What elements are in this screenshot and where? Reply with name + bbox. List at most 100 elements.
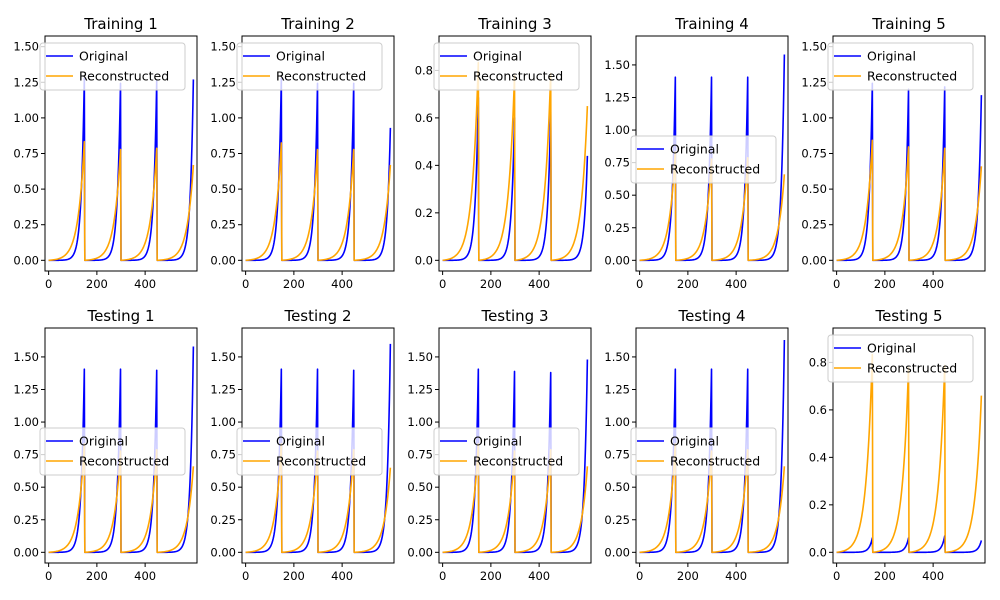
x-tick-label: 200 — [283, 569, 305, 583]
series-line-reconstructed — [639, 442, 786, 554]
y-tick-label: 0.8 — [415, 63, 433, 77]
axes-frame — [438, 35, 592, 272]
legend-label: Original — [670, 434, 719, 449]
legend-box — [39, 427, 186, 476]
subplot-7: 0 200 400 0.00 0.25 0.50 0.75 1.00 1.25 1.50 Testi… — [210, 307, 395, 583]
y-tick-label: 0.25 — [210, 218, 236, 232]
legend: Original Reconstructed — [630, 135, 777, 184]
y-tick-label: 1.50 — [13, 40, 39, 54]
y-tick-label: 0.6 — [809, 403, 827, 417]
series-line-reconstructed — [639, 150, 786, 262]
series-line-reconstructed — [836, 139, 983, 262]
x-tick-label: 200 — [677, 277, 699, 291]
legend-label: Reconstructed — [79, 69, 169, 84]
y-tick-label: 0.00 — [604, 253, 630, 267]
subplot-1: 0 200 400 0.00 0.25 0.50 0.75 1.00 1.25 1.50 Train… — [13, 15, 198, 291]
y-tick-label: 0.4 — [809, 450, 827, 464]
y-tick-label: 0.25 — [604, 513, 630, 527]
legend-box — [39, 42, 186, 91]
x-tick-label: 0 — [439, 569, 446, 583]
y-tick-label: 0.25 — [801, 218, 827, 232]
y-tick-label: 1.00 — [13, 415, 39, 429]
x-tick-label: 200 — [677, 569, 699, 583]
x-tick-label: 200 — [480, 569, 502, 583]
subplot-6: 0 200 400 0.00 0.25 0.50 0.75 1.00 1.25 1.50 Testi… — [13, 307, 198, 583]
y-tick-label: 0.00 — [13, 545, 39, 559]
x-tick-label: 400 — [922, 569, 944, 583]
y-tick-label: 0.4 — [415, 158, 433, 172]
legend: Original Reconstructed — [236, 427, 383, 476]
y-tick-label: 1.00 — [210, 111, 236, 125]
y-tick-label: 0.75 — [210, 147, 236, 161]
subplot-title: Testing 1 — [86, 307, 154, 325]
x-tick-label: 400 — [725, 277, 747, 291]
x-tick-label: 0 — [45, 277, 52, 291]
legend-label: Original — [473, 434, 522, 449]
legend-box — [827, 42, 974, 91]
x-tick-label: 400 — [528, 569, 550, 583]
legend-label: Reconstructed — [276, 69, 366, 84]
legend-box — [630, 427, 777, 476]
y-tick-label: 1.25 — [13, 75, 39, 89]
y-tick-label: 0.50 — [210, 182, 236, 196]
y-tick-label: 0.0 — [809, 545, 827, 559]
y-tick-label: 0.6 — [415, 111, 433, 125]
legend: Original Reconstructed — [827, 334, 974, 383]
x-tick-label: 0 — [636, 569, 643, 583]
subplot-5: 0 200 400 0.00 0.25 0.50 0.75 1.00 1.25 1.50 Train… — [801, 15, 986, 291]
subplot-title: Testing 4 — [677, 307, 745, 325]
y-tick-label: 1.50 — [604, 58, 630, 72]
y-tick-label: 0.75 — [13, 147, 39, 161]
y-tick-label: 0.25 — [210, 513, 236, 527]
x-tick-label: 400 — [922, 277, 944, 291]
subplot-title: Training 4 — [674, 15, 749, 33]
y-tick-label: 1.50 — [604, 350, 630, 364]
x-tick-label: 400 — [725, 569, 747, 583]
legend-label: Reconstructed — [867, 69, 957, 84]
legend: Original Reconstructed — [630, 427, 777, 476]
series-line-reconstructed — [245, 442, 392, 554]
legend-label: Original — [276, 434, 325, 449]
legend-label: Original — [867, 341, 916, 356]
y-tick-label: 1.00 — [801, 111, 827, 125]
x-tick-label: 400 — [134, 569, 156, 583]
y-tick-label: 1.50 — [13, 350, 39, 364]
y-tick-label: 0.75 — [13, 448, 39, 462]
series-line-reconstructed — [48, 140, 195, 262]
y-tick-label: 0.50 — [210, 480, 236, 494]
x-tick-label: 400 — [134, 277, 156, 291]
subplot-title: Testing 2 — [283, 307, 351, 325]
legend-box — [236, 42, 383, 91]
y-tick-label: 0.50 — [407, 480, 433, 494]
legend-label: Original — [79, 49, 128, 64]
legend-label: Original — [79, 434, 128, 449]
subplot-9: 0 200 400 0.00 0.25 0.50 0.75 1.00 1.25 1.50 Testi… — [604, 307, 789, 583]
legend-label: Original — [867, 49, 916, 64]
legend: Original Reconstructed — [433, 427, 580, 476]
legend-label: Reconstructed — [473, 69, 563, 84]
y-tick-label: 1.50 — [210, 40, 236, 54]
legend-box — [630, 135, 777, 184]
y-tick-label: 1.25 — [13, 382, 39, 396]
y-tick-label: 0.50 — [13, 480, 39, 494]
y-tick-label: 1.25 — [604, 90, 630, 104]
x-tick-label: 0 — [45, 569, 52, 583]
x-tick-label: 0 — [833, 569, 840, 583]
y-tick-label: 0.25 — [13, 218, 39, 232]
series-line-reconstructed — [442, 442, 589, 554]
legend-label: Reconstructed — [276, 454, 366, 469]
y-tick-label: 0.50 — [801, 182, 827, 196]
legend: Original Reconstructed — [827, 42, 974, 91]
x-tick-label: 200 — [480, 277, 502, 291]
y-tick-label: 1.50 — [801, 40, 827, 54]
y-tick-label: 0.75 — [210, 448, 236, 462]
x-tick-label: 200 — [874, 277, 896, 291]
series-line-reconstructed — [442, 61, 589, 262]
y-tick-label: 1.50 — [210, 350, 236, 364]
y-tick-label: 1.00 — [604, 415, 630, 429]
legend-label: Reconstructed — [473, 454, 563, 469]
y-tick-label: 0.2 — [809, 498, 827, 512]
series-line-reconstructed — [836, 353, 983, 554]
x-tick-label: 200 — [283, 277, 305, 291]
